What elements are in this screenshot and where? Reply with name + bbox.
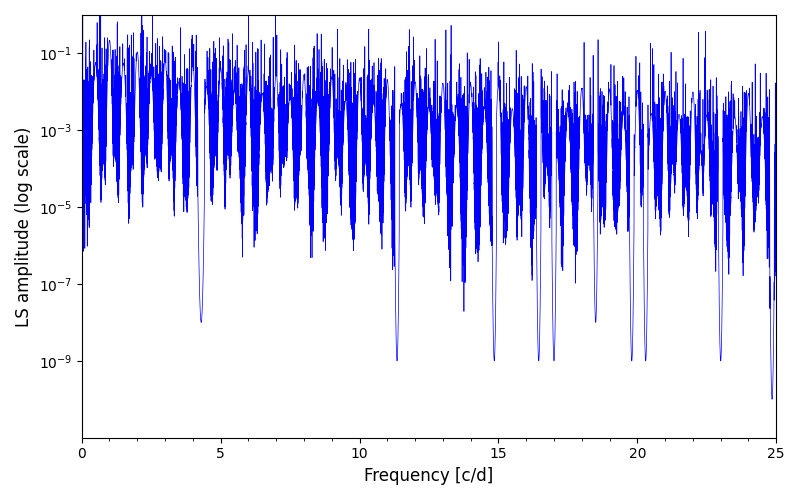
Y-axis label: LS amplitude (log scale): LS amplitude (log scale) (15, 126, 33, 326)
X-axis label: Frequency [c/d]: Frequency [c/d] (364, 467, 494, 485)
